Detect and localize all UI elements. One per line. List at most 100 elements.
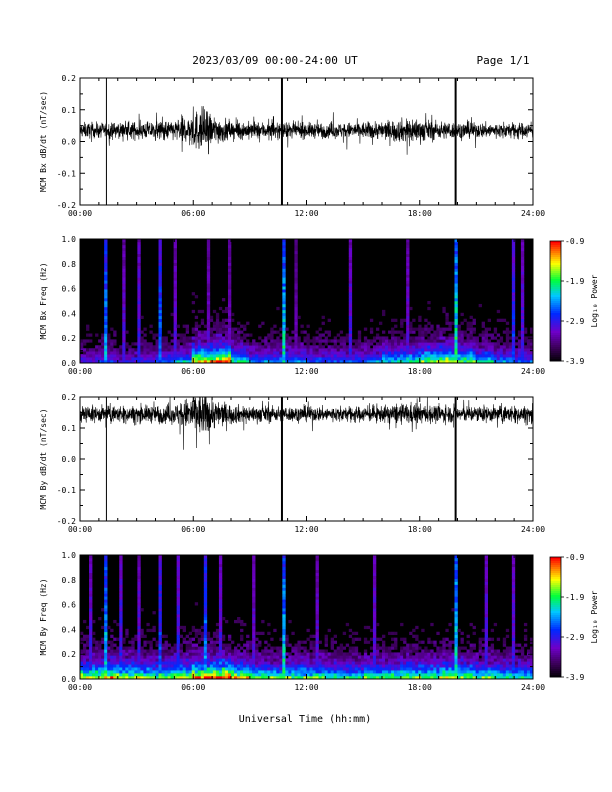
spectrogram-cell bbox=[378, 637, 383, 641]
spectrogram-cell bbox=[454, 581, 458, 585]
spectrogram-cell bbox=[218, 661, 223, 665]
spectrogram-cell bbox=[454, 339, 458, 343]
spectrogram-cell bbox=[209, 315, 214, 320]
spectrogram-cell bbox=[176, 625, 180, 630]
spectrogram-cell bbox=[119, 646, 123, 650]
spectrogram-cell bbox=[466, 357, 470, 361]
spectrogram-cell bbox=[209, 673, 214, 677]
x-tick-label: 06:00 bbox=[181, 683, 205, 692]
spectrogram-cell bbox=[173, 327, 177, 331]
spectrogram-cell bbox=[224, 336, 229, 340]
spectrogram-cell bbox=[391, 342, 395, 346]
spectrogram-cell bbox=[264, 336, 268, 340]
spectrogram-cell bbox=[215, 354, 220, 358]
spectrogram-cell bbox=[339, 649, 344, 653]
spectrogram-cell bbox=[89, 637, 93, 641]
spectrogram-cell bbox=[212, 342, 217, 346]
spectrogram-cell bbox=[406, 321, 410, 325]
colorbar-step bbox=[550, 303, 561, 306]
spectrogram-cell bbox=[424, 333, 428, 337]
spectrogram-cell bbox=[424, 646, 428, 650]
spectrogram-cell bbox=[469, 622, 473, 627]
spectrogram-cell bbox=[520, 327, 525, 331]
spectrogram-cell bbox=[523, 351, 528, 355]
spectrogram-cell bbox=[375, 345, 380, 349]
spectrogram-cell bbox=[400, 345, 404, 349]
spectrogram-cell bbox=[511, 327, 516, 331]
spectrogram-cell bbox=[197, 628, 202, 633]
spectrogram-cell bbox=[442, 348, 446, 352]
spectrogram-cell bbox=[288, 354, 292, 358]
spectrogram-cell bbox=[215, 318, 220, 322]
spectrogram-cell bbox=[318, 649, 322, 653]
spectrogram-cell bbox=[149, 348, 153, 352]
spectrogram-cell bbox=[523, 637, 528, 641]
spectrogram-cell bbox=[258, 342, 262, 346]
spectrogram-cell bbox=[200, 646, 205, 650]
colorbar-step bbox=[550, 671, 561, 674]
x-tick-label: 00:00 bbox=[68, 367, 92, 376]
spectrogram-cell bbox=[185, 667, 190, 671]
spectrogram-cell bbox=[194, 628, 199, 633]
spectrogram-cell bbox=[397, 351, 401, 355]
spectrogram-cell bbox=[514, 342, 519, 346]
spectrogram-cell bbox=[382, 664, 386, 668]
spectrogram-cell bbox=[107, 351, 111, 355]
spectrogram-cell bbox=[442, 309, 446, 314]
spectrogram-cell bbox=[200, 658, 205, 662]
spectrogram-cell bbox=[258, 676, 262, 680]
spectrogram-cell bbox=[261, 631, 265, 636]
spectrogram-cell bbox=[309, 673, 313, 677]
spectrogram-cell bbox=[176, 652, 180, 656]
spectrogram-cell bbox=[122, 351, 126, 355]
spectrogram-cell bbox=[152, 667, 156, 671]
spectrogram-cell bbox=[173, 673, 177, 677]
spectrogram-cell bbox=[406, 652, 410, 656]
spectrogram-cell bbox=[412, 351, 416, 355]
spectrogram-cell bbox=[98, 664, 102, 668]
spectrogram-cell bbox=[276, 658, 280, 662]
spectrogram-cell bbox=[137, 667, 141, 671]
spectrogram-cell bbox=[200, 664, 205, 668]
spectrogram-cell bbox=[439, 351, 443, 355]
spectrogram-cell bbox=[348, 268, 353, 272]
spectrogram-cell bbox=[86, 643, 90, 647]
spectrogram-cell bbox=[122, 244, 126, 249]
spectrogram-cell bbox=[158, 587, 162, 591]
spectrogram-cell bbox=[191, 652, 196, 656]
spectrogram-cell bbox=[454, 661, 458, 665]
spectrogram-cell bbox=[158, 324, 162, 328]
spectrogram-cell bbox=[231, 667, 235, 671]
spectrogram-cell bbox=[469, 357, 473, 361]
spectrogram-cell bbox=[448, 327, 452, 331]
spectrogram-cell bbox=[457, 670, 461, 674]
spectrogram-cell bbox=[315, 619, 319, 624]
colorbar-step bbox=[550, 645, 561, 648]
spectrogram-cell bbox=[206, 643, 211, 647]
spectrogram-cell bbox=[315, 566, 319, 571]
colorbar-step bbox=[550, 577, 561, 580]
spectrogram-cell bbox=[282, 330, 286, 334]
spectrogram-cell bbox=[321, 673, 325, 677]
spectrogram-cell bbox=[433, 330, 437, 334]
spectrogram-cell bbox=[255, 655, 259, 659]
spectrogram-cell bbox=[484, 637, 488, 641]
spectrogram-cell bbox=[252, 563, 256, 568]
spectrogram-cell bbox=[454, 259, 458, 263]
spectrogram-cell bbox=[249, 661, 253, 665]
spectrogram-cell bbox=[475, 673, 479, 677]
spectrogram-cell bbox=[246, 342, 250, 346]
spectrogram-cell bbox=[442, 330, 446, 334]
spectrogram-cells bbox=[80, 239, 534, 364]
spectrogram-cell bbox=[351, 658, 356, 662]
spectrogram-cell bbox=[182, 655, 186, 659]
spectrogram-cell bbox=[321, 348, 325, 352]
spectrogram-cell bbox=[454, 250, 458, 255]
spectrogram-cell bbox=[282, 306, 286, 311]
spectrogram-cell bbox=[221, 354, 226, 358]
spectrogram-cell bbox=[158, 590, 162, 594]
spectrogram-cell bbox=[134, 661, 138, 665]
spectrogram-cell bbox=[345, 667, 350, 671]
spectrogram-cell bbox=[427, 640, 431, 644]
